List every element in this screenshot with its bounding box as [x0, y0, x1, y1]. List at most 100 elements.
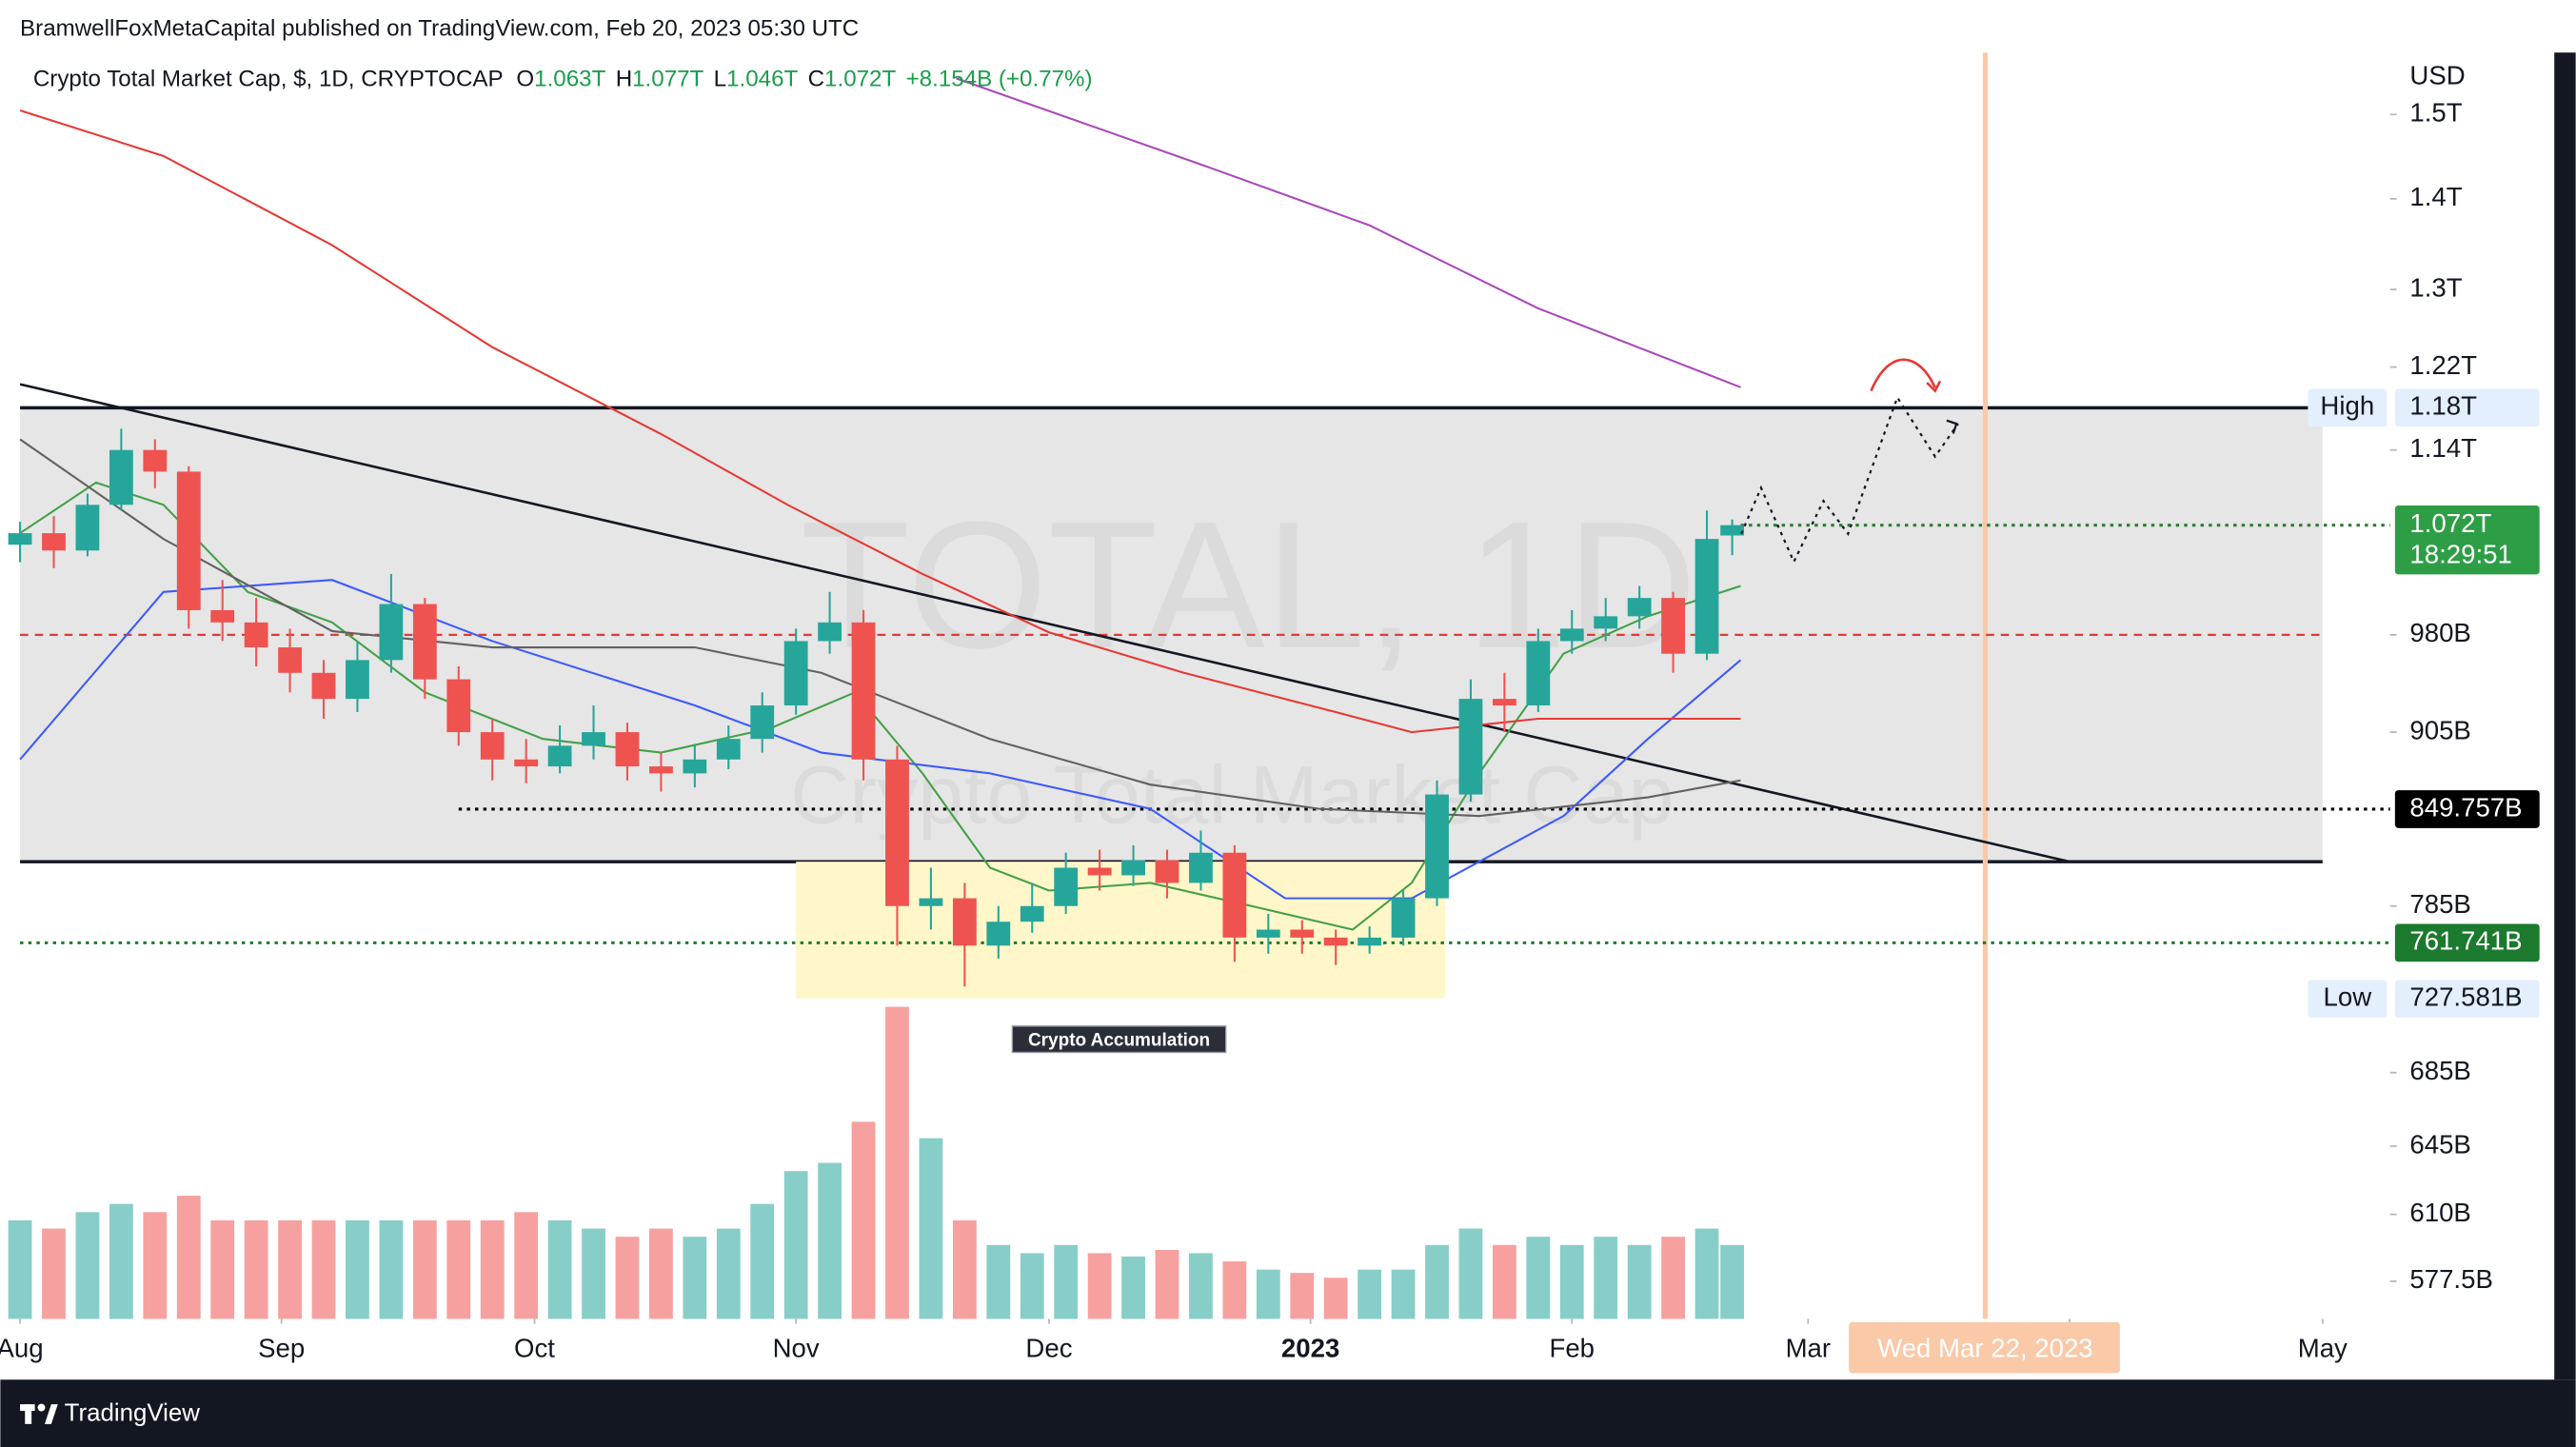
- price-tag-name-bg: [2308, 980, 2388, 1019]
- candle-body: [649, 766, 673, 774]
- volume-bar: [885, 1006, 909, 1319]
- volume-bar: [1121, 1256, 1145, 1319]
- candle-body: [446, 679, 471, 733]
- candle-body: [1222, 852, 1247, 938]
- ohlc-key: L: [714, 67, 726, 92]
- volume-bar: [210, 1219, 235, 1319]
- volume-bar: [412, 1219, 437, 1319]
- price-tag-name: Low: [2324, 982, 2372, 1012]
- y-tick-label: 905B: [2409, 715, 2470, 744]
- volume-bar: [8, 1219, 32, 1319]
- candle-body: [75, 505, 100, 551]
- x-tick-label: Aug: [0, 1334, 44, 1363]
- candle-body: [1087, 867, 1112, 876]
- candle-body: [1559, 628, 1584, 642]
- candle-body: [1425, 794, 1449, 899]
- y-tick-label: 785B: [2409, 889, 2470, 919]
- volume-bar: [1155, 1249, 1179, 1319]
- candle-body: [109, 449, 133, 505]
- candle-body: [1054, 867, 1079, 906]
- price-tag-name: High: [2320, 391, 2374, 421]
- volume-bar: [919, 1138, 943, 1319]
- crosshair-label: Wed Mar 22, 2023: [1877, 1334, 2093, 1363]
- y-tick-label: 610B: [2409, 1198, 2470, 1227]
- volume-bar: [547, 1219, 572, 1319]
- moving-average: [19, 481, 1741, 931]
- volume-bar: [75, 1212, 100, 1319]
- candle-body: [244, 622, 268, 648]
- ohlc-value: 1.063T: [534, 67, 605, 92]
- y-tick-label: 685B: [2409, 1056, 2470, 1085]
- ohlc-key: C: [808, 67, 824, 92]
- y-tick-label: 1.22T: [2409, 350, 2477, 380]
- legend: Crypto Total Market Cap, $, 1D, CRYPTOCA…: [33, 67, 1093, 92]
- candle-body: [311, 672, 336, 700]
- candle-body: [547, 745, 572, 767]
- candle-body: [514, 759, 539, 767]
- volume-bar: [1020, 1253, 1044, 1319]
- candle-body: [1290, 929, 1315, 938]
- y-tick-label: 1.14T: [2409, 433, 2477, 463]
- ohlc-value: 1.072T: [824, 67, 896, 92]
- candle-body: [683, 759, 707, 774]
- price-tag-label: 727.581B: [2409, 982, 2522, 1012]
- volume-bar: [750, 1203, 775, 1319]
- volume-bar: [1323, 1278, 1348, 1319]
- y-tick-label: 645B: [2409, 1129, 2470, 1159]
- y-tick-label: 980B: [2409, 618, 2470, 647]
- candle-body: [582, 732, 605, 746]
- volume-bar: [1458, 1228, 1483, 1319]
- volume-bar: [582, 1228, 605, 1319]
- price-tag: [2394, 923, 2540, 962]
- volume-bar: [783, 1171, 808, 1319]
- reversal-arrow: [1926, 380, 1942, 393]
- x-tick-label: Dec: [1025, 1334, 1072, 1363]
- volume-bar: [514, 1212, 539, 1319]
- volume-bar: [1694, 1228, 1719, 1319]
- price-tag: [2394, 790, 2540, 828]
- x-tick-label: Mar: [1786, 1334, 1832, 1363]
- price-tag: [2394, 980, 2540, 1019]
- price-tag-label: 1.18T: [2409, 391, 2477, 421]
- volume-bar: [176, 1196, 201, 1319]
- volume-bar: [1256, 1269, 1280, 1319]
- volume-bar: [1559, 1244, 1584, 1319]
- moving-average: [19, 438, 1741, 818]
- candle-body: [1661, 598, 1685, 654]
- volume-bar: [986, 1244, 1011, 1319]
- moving-average: [19, 109, 1741, 734]
- moving-average: [19, 579, 1742, 900]
- candle-body: [1323, 937, 1348, 946]
- candle-body: [986, 922, 1011, 946]
- volume-bar: [851, 1121, 876, 1319]
- candle-body: [919, 898, 943, 906]
- change: +8.154B (+0.77%): [906, 67, 1093, 92]
- reversal-arc: [1870, 358, 1936, 392]
- candle-body: [885, 759, 909, 906]
- candle-body: [1594, 616, 1618, 629]
- candle-body: [1189, 852, 1213, 883]
- price-tag-label: 1.072T: [2409, 508, 2491, 538]
- candle-body: [1627, 598, 1652, 617]
- currency: USD: [2409, 60, 2465, 89]
- volume-bar: [143, 1212, 168, 1319]
- left-frame: [0, 52, 21, 1380]
- candle-body: [1458, 699, 1483, 795]
- ohlc-value: 1.046T: [726, 67, 798, 92]
- candle-body: [346, 660, 369, 700]
- candle-body: [1357, 937, 1382, 946]
- volume-bar: [1189, 1253, 1213, 1319]
- volume-bar: [1054, 1244, 1079, 1319]
- candle-body: [1492, 699, 1516, 706]
- volume-bar: [379, 1219, 404, 1319]
- symbol-title: Crypto Total Market Cap, $, 1D, CRYPTOCA…: [33, 67, 504, 92]
- x-tick-label: Nov: [773, 1334, 820, 1363]
- candle-body: [176, 471, 201, 610]
- volume-bar: [1526, 1237, 1551, 1319]
- volume-bar: [683, 1237, 707, 1319]
- candle-body: [1526, 641, 1551, 706]
- volume-bar: [1222, 1261, 1247, 1319]
- candle-body: [952, 898, 977, 946]
- candle-body: [42, 533, 66, 551]
